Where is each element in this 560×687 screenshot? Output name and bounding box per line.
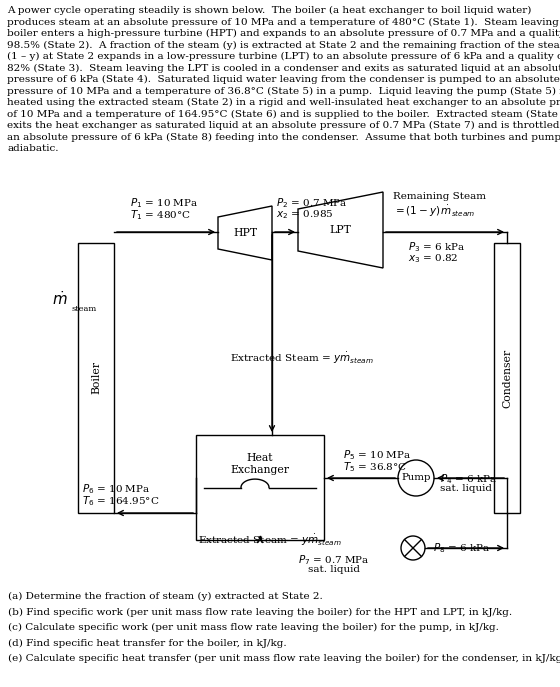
Bar <box>78 243 114 513</box>
Text: pressure of 10 MPa and a temperature of 36.8°C (State 5) in a pump.  Liquid leav: pressure of 10 MPa and a temperature of … <box>7 87 560 95</box>
Text: $T_5$ = 36.8°C: $T_5$ = 36.8°C <box>343 460 407 474</box>
Text: (d) Find specific heat transfer for the boiler, in kJ/kg.: (d) Find specific heat transfer for the … <box>8 638 287 648</box>
Text: (1 – y) at State 2 expands in a low-pressure turbine (LPT) to an absolute pressu: (1 – y) at State 2 expands in a low-pres… <box>7 52 560 61</box>
Text: Extracted Steam = $y\dot{m}_{steam}$: Extracted Steam = $y\dot{m}_{steam}$ <box>230 350 374 365</box>
Text: $\dot{m}$: $\dot{m}$ <box>53 290 68 308</box>
Text: $x_3$ = 0.82: $x_3$ = 0.82 <box>408 252 458 264</box>
Text: $T_6$ = 164.95°C: $T_6$ = 164.95°C <box>82 494 160 508</box>
Text: $P_3$ = 6 kPa: $P_3$ = 6 kPa <box>408 240 465 254</box>
Text: adiabatic.: adiabatic. <box>7 144 58 153</box>
Text: $P_5$ = 10 MPa: $P_5$ = 10 MPa <box>343 448 412 462</box>
Text: Condenser: Condenser <box>502 348 512 407</box>
Circle shape <box>398 460 434 496</box>
Text: heated using the extracted steam (State 2) in a rigid and well-insulated heat ex: heated using the extracted steam (State … <box>7 98 560 107</box>
Text: (e) Calculate specific heat transfer (per unit mass flow rate leaving the boiler: (e) Calculate specific heat transfer (pe… <box>8 654 560 663</box>
Text: 98.5% (State 2).  A fraction of the steam (y) is extracted at State 2 and the re: 98.5% (State 2). A fraction of the steam… <box>7 41 560 49</box>
Text: pressure of 6 kPa (State 4).  Saturated liquid water leaving from the condenser : pressure of 6 kPa (State 4). Saturated l… <box>7 75 560 84</box>
Text: 82% (State 3).  Steam leaving the LPT is cooled in a condenser and exits as satu: 82% (State 3). Steam leaving the LPT is … <box>7 63 560 73</box>
Text: an absolute pressure of 6 kPa (State 8) feeding into the condenser.  Assume that: an absolute pressure of 6 kPa (State 8) … <box>7 133 560 142</box>
Text: A power cycle operating steadily is shown below.  The boiler (a heat exchanger t: A power cycle operating steadily is show… <box>7 6 531 15</box>
Text: boiler enters a high-pressure turbine (HPT) and expands to an absolute pressure : boiler enters a high-pressure turbine (H… <box>7 29 560 38</box>
Text: Remaining Steam: Remaining Steam <box>393 192 486 201</box>
Bar <box>494 243 520 513</box>
Text: Boiler: Boiler <box>91 361 101 394</box>
Text: $= (1-y)\,\dot{m}_{steam}$: $= (1-y)\,\dot{m}_{steam}$ <box>393 204 475 219</box>
Text: produces steam at an absolute pressure of 10 MPa and a temperature of 480°C (Sta: produces steam at an absolute pressure o… <box>7 17 560 27</box>
Polygon shape <box>298 192 383 268</box>
Text: Pump: Pump <box>402 473 431 482</box>
Text: $P_1$ = 10 MPa: $P_1$ = 10 MPa <box>130 196 198 210</box>
Bar <box>196 435 324 540</box>
Text: sat. liquid: sat. liquid <box>308 565 360 574</box>
Text: sat. liquid: sat. liquid <box>440 484 492 493</box>
Text: steam: steam <box>71 305 96 313</box>
Text: exits the heat exchanger as saturated liquid at an absolute pressure of 0.7 MPa : exits the heat exchanger as saturated li… <box>7 121 560 130</box>
Text: $P_7$ = 0.7 MPa: $P_7$ = 0.7 MPa <box>298 553 370 567</box>
Text: LPT: LPT <box>330 225 352 235</box>
Text: $P_4$ = 6 kPa: $P_4$ = 6 kPa <box>440 472 497 486</box>
Text: (a) Determine the fraction of steam (y) extracted at State 2.: (a) Determine the fraction of steam (y) … <box>8 592 323 601</box>
Text: $P_6$ = 10 MPa: $P_6$ = 10 MPa <box>82 482 151 496</box>
Text: (c) Calculate specific work (per unit mass flow rate leaving the boiler) for the: (c) Calculate specific work (per unit ma… <box>8 623 499 632</box>
Text: $x_2$ = 0.985: $x_2$ = 0.985 <box>276 208 334 221</box>
Text: (b) Find specific work (per unit mass flow rate leaving the boiler) for the HPT : (b) Find specific work (per unit mass fl… <box>8 607 512 617</box>
Text: $T_1$ = 480°C: $T_1$ = 480°C <box>130 208 191 222</box>
Polygon shape <box>218 206 272 260</box>
Text: $P_8$ = 6 kPa: $P_8$ = 6 kPa <box>433 541 491 555</box>
Text: Extracted Steam = $y\dot{m}_{steam}$: Extracted Steam = $y\dot{m}_{steam}$ <box>198 533 342 548</box>
Text: Heat
Exchanger: Heat Exchanger <box>231 453 290 475</box>
Circle shape <box>401 536 425 560</box>
Text: of 10 MPa and a temperature of 164.95°C (State 6) and is supplied to the boiler.: of 10 MPa and a temperature of 164.95°C … <box>7 109 560 119</box>
Text: HPT: HPT <box>233 228 257 238</box>
Text: $P_2$ = 0.7 MPa: $P_2$ = 0.7 MPa <box>276 196 348 210</box>
